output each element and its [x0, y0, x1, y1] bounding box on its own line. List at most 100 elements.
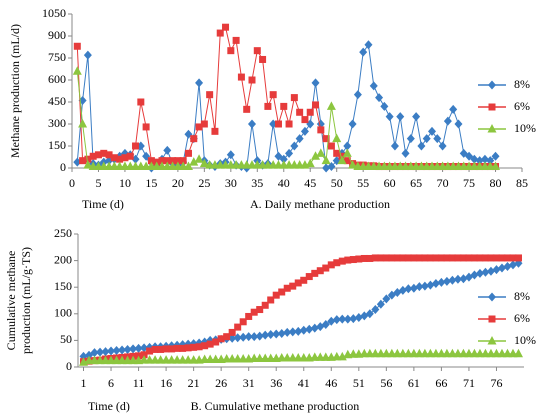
- marker: [420, 281, 429, 291]
- marker: [277, 328, 286, 338]
- marker: [110, 154, 118, 162]
- x-tick-label: 60: [384, 176, 396, 190]
- marker: [438, 141, 447, 151]
- x-tick-label: 46: [325, 376, 337, 390]
- marker: [264, 102, 272, 110]
- marker: [239, 332, 248, 342]
- marker: [410, 254, 418, 262]
- marker: [355, 255, 363, 263]
- marker: [168, 345, 176, 353]
- marker: [404, 254, 412, 262]
- marker: [343, 314, 352, 324]
- marker: [278, 288, 286, 296]
- marker: [514, 254, 522, 262]
- marker: [140, 343, 149, 353]
- marker: [162, 345, 170, 353]
- marker: [453, 274, 462, 284]
- caption: B. Cumulative methane production: [191, 399, 360, 413]
- marker: [488, 315, 496, 323]
- marker: [432, 254, 440, 262]
- marker: [129, 344, 138, 354]
- marker: [147, 157, 155, 165]
- marker: [369, 81, 378, 91]
- x-tick-label: 55: [357, 176, 369, 190]
- marker: [140, 351, 148, 359]
- marker: [344, 256, 352, 264]
- y-tick-label: 150: [48, 138, 66, 152]
- marker: [256, 306, 264, 314]
- marker: [243, 105, 251, 113]
- marker: [382, 254, 390, 262]
- marker: [244, 332, 253, 342]
- marker: [338, 257, 346, 265]
- y-tick-label: 0: [66, 359, 72, 373]
- x-tick-label: 31: [243, 376, 255, 390]
- marker: [195, 123, 203, 131]
- marker: [285, 120, 293, 128]
- marker: [349, 314, 358, 324]
- y-tick-label: 200: [54, 252, 72, 266]
- marker: [488, 80, 496, 90]
- marker: [199, 158, 209, 168]
- y-tick-label: 1050: [42, 6, 66, 20]
- marker: [195, 78, 204, 88]
- x-tick-label: 16: [160, 376, 172, 390]
- marker: [195, 343, 203, 351]
- marker: [228, 333, 237, 343]
- x-tick-label: 61: [408, 376, 420, 390]
- y-tick-label: 300: [48, 116, 66, 130]
- marker: [261, 330, 270, 340]
- legend-label: 6%: [514, 99, 530, 113]
- marker: [465, 254, 473, 262]
- x-axis-label: Time (d): [82, 197, 124, 211]
- y-tick-label: 150: [54, 279, 72, 293]
- marker: [449, 104, 458, 114]
- y-tick-label: 0: [60, 160, 66, 174]
- marker: [194, 154, 204, 163]
- marker: [222, 23, 230, 31]
- marker: [228, 328, 236, 336]
- marker: [126, 152, 134, 160]
- marker: [492, 265, 501, 275]
- marker: [142, 123, 150, 131]
- marker: [311, 151, 321, 160]
- marker: [364, 40, 373, 50]
- marker: [497, 263, 506, 273]
- marker: [274, 120, 282, 128]
- marker: [216, 29, 224, 37]
- marker: [486, 266, 495, 276]
- marker: [316, 267, 324, 275]
- marker: [163, 145, 172, 155]
- x-tick-label: 85: [516, 176, 528, 190]
- marker: [454, 254, 462, 262]
- marker: [173, 344, 181, 352]
- marker: [296, 108, 304, 116]
- marker: [366, 254, 374, 262]
- marker: [189, 157, 199, 166]
- marker: [448, 275, 457, 285]
- marker: [89, 152, 97, 160]
- x-tick-label: 70: [437, 176, 449, 190]
- marker: [118, 345, 127, 355]
- x-tick-label: 11: [133, 376, 145, 390]
- marker: [415, 282, 424, 292]
- marker: [311, 269, 319, 277]
- marker: [375, 93, 384, 103]
- marker: [100, 149, 108, 157]
- marker: [305, 273, 313, 281]
- marker: [272, 291, 280, 299]
- legend-label: 10%: [514, 333, 536, 347]
- marker: [327, 316, 336, 326]
- marker: [475, 268, 484, 278]
- legend-label: 8%: [514, 289, 530, 303]
- legend-label: 10%: [514, 121, 536, 135]
- marker: [112, 346, 121, 356]
- marker: [371, 254, 379, 262]
- marker: [401, 148, 410, 158]
- marker: [487, 124, 497, 133]
- marker: [289, 282, 297, 290]
- marker: [158, 157, 166, 165]
- marker: [442, 276, 451, 286]
- marker: [101, 347, 110, 357]
- marker: [426, 280, 435, 290]
